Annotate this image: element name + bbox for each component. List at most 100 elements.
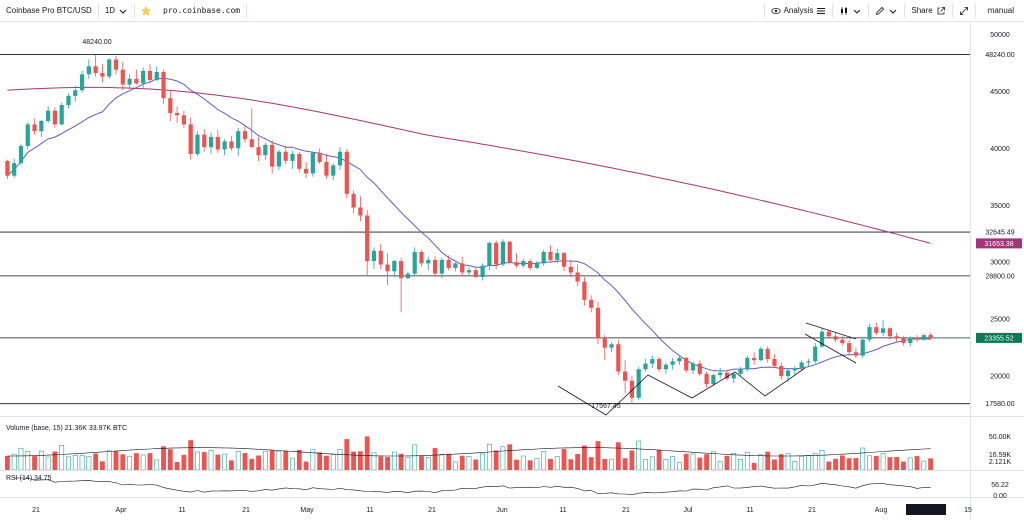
volume-bar — [208, 450, 214, 471]
time-axis-label: 11 — [559, 507, 566, 514]
volume-bar — [724, 455, 730, 471]
fullscreen-button[interactable] — [953, 0, 975, 22]
candle — [154, 66, 159, 82]
candle-body — [79, 74, 85, 91]
current-price-tag-text: 23355.52 — [984, 335, 1013, 342]
time-axis-label: Jun — [496, 507, 507, 514]
volume-bar — [385, 456, 390, 471]
candle — [18, 143, 24, 166]
current-price-tag: 23355.52 — [976, 332, 1022, 343]
volume-bar — [242, 452, 248, 471]
candle-body — [684, 357, 689, 371]
candle-body — [806, 361, 811, 363]
price-axis-tick: 20000 — [990, 374, 1010, 381]
candle-body — [331, 165, 336, 176]
drawing-tool-button[interactable] — [869, 0, 904, 22]
volume-bar — [317, 452, 323, 471]
candle — [738, 367, 743, 377]
candle-body — [270, 144, 275, 167]
candle — [446, 255, 451, 271]
candle — [887, 327, 892, 340]
volume-bar — [195, 451, 200, 471]
eye-icon — [770, 7, 781, 14]
candle-body — [731, 373, 736, 379]
candle — [73, 85, 78, 102]
candle-body — [887, 328, 892, 337]
current-price-tag-bg — [976, 332, 1022, 343]
candle-body — [534, 263, 539, 268]
time-axis-label: 21 — [622, 507, 630, 514]
price-chart[interactable]: 48240.00 17567.45 Volume (base, 15) 21.36… — [0, 23, 1024, 520]
candle — [378, 243, 383, 270]
site-label: pro.coinbase.com — [157, 0, 246, 22]
candle — [317, 148, 322, 165]
volume-bar — [439, 454, 445, 471]
volume-bar — [507, 444, 513, 471]
manual-mode[interactable]: manual — [976, 0, 1024, 22]
candle-body — [208, 136, 214, 148]
interval-selector[interactable]: 1D — [99, 0, 134, 22]
volume-bar — [188, 440, 194, 471]
volume-bar — [663, 459, 669, 471]
candle — [188, 117, 193, 160]
triangle-drawing — [804, 322, 857, 364]
candle — [555, 248, 560, 264]
candle-body — [494, 242, 499, 265]
candle-body — [813, 346, 818, 362]
candle — [487, 241, 492, 271]
ma-short-line — [7, 77, 931, 372]
candle — [582, 277, 587, 306]
candle — [79, 70, 85, 93]
candle — [392, 259, 397, 278]
share-button[interactable]: Share — [905, 0, 951, 22]
candle-body — [113, 59, 119, 70]
volume-bar — [324, 455, 329, 471]
candle-body — [514, 262, 519, 266]
volume-bar — [337, 448, 343, 471]
candle — [59, 102, 64, 126]
candle-body — [120, 69, 125, 85]
low-price-label: 17567.45 — [591, 403, 620, 410]
candle — [222, 139, 227, 156]
candle-body — [371, 250, 377, 262]
candle-body — [405, 273, 411, 279]
candle — [684, 356, 689, 373]
favorite-button[interactable] — [135, 0, 157, 22]
volume-bar — [609, 458, 614, 471]
time-axis-label: 21 — [808, 507, 816, 514]
volume-bar — [127, 455, 132, 471]
volume-bar — [534, 458, 540, 471]
volume-bar — [799, 455, 805, 471]
candle-body — [310, 152, 315, 174]
candle-body — [446, 259, 451, 268]
candle — [344, 149, 349, 199]
candle — [507, 240, 512, 265]
candle — [534, 261, 539, 270]
candle-body — [18, 146, 24, 164]
volume-bar — [738, 459, 743, 471]
volume-bar — [405, 457, 411, 471]
candle-body — [602, 338, 607, 348]
volume-bar — [229, 460, 234, 471]
candle-body — [690, 363, 696, 371]
candle-body — [860, 339, 865, 356]
volume-bar — [710, 451, 716, 471]
candle — [758, 346, 764, 362]
candle — [283, 146, 288, 165]
chart-type-button[interactable] — [833, 0, 868, 22]
candle — [134, 69, 139, 85]
candle-body — [222, 141, 227, 150]
candle-body — [100, 73, 105, 77]
candle-body — [779, 365, 784, 377]
candle — [914, 335, 920, 342]
candle — [100, 64, 105, 83]
candle — [107, 58, 112, 79]
time-axis-label: May — [300, 507, 314, 514]
volume-bar — [751, 462, 757, 471]
symbol-search[interactable]: Coinbase Pro BTC/USD — [0, 0, 98, 22]
volume-bar — [812, 453, 818, 471]
analysis-button[interactable]: Analysis — [765, 0, 833, 22]
candle — [731, 372, 736, 383]
volume-pane: Volume (base, 15) 21.36K 33.97K BTC — [4, 425, 934, 471]
candle — [595, 302, 601, 345]
